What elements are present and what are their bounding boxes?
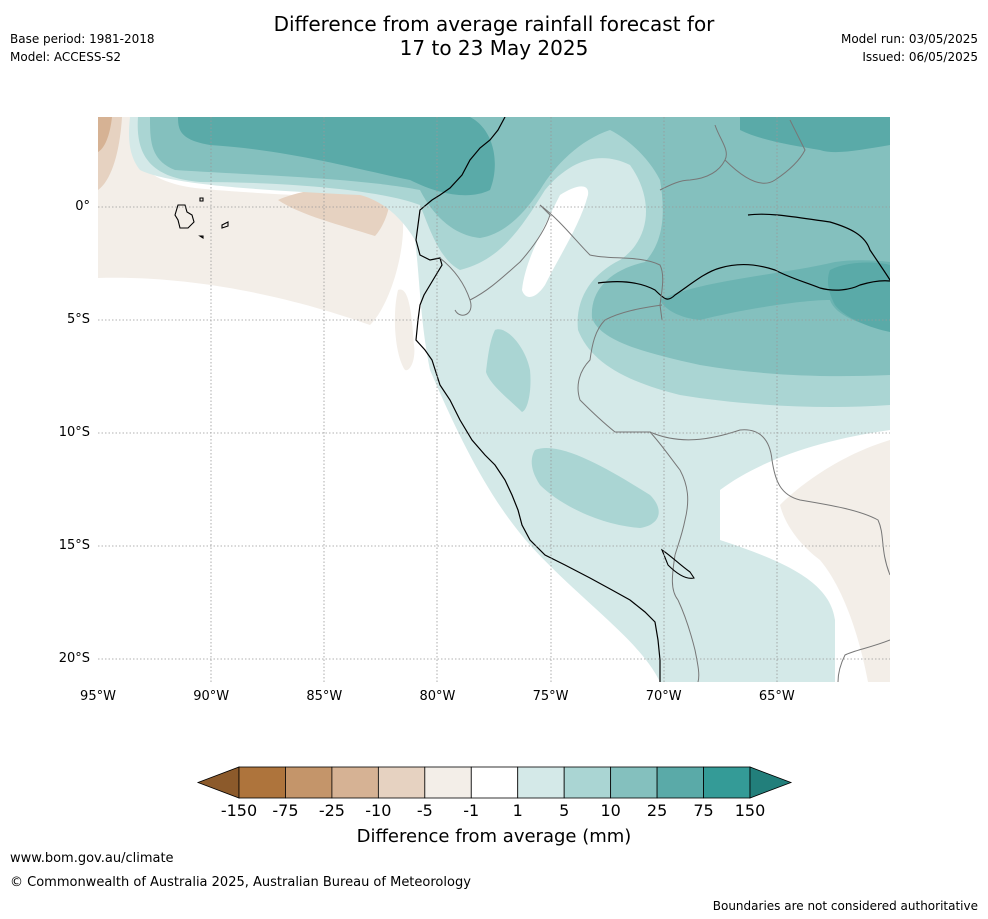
- longitude-label: 70°W: [645, 689, 682, 704]
- latitude-label: 0°: [75, 199, 90, 215]
- colorbar-segment: [331, 766, 379, 799]
- shade-ocean-dry: [98, 117, 404, 325]
- border-colombia-venezuela: [659, 119, 806, 191]
- colorbar-tick-label: 5: [559, 801, 570, 820]
- latitude-label: 10°S: [58, 425, 90, 441]
- border-chile-argentina: [837, 639, 890, 682]
- coast-north: [747, 213, 890, 281]
- colorbar-tick-label: 10: [600, 801, 621, 820]
- border-peru-brazil: [577, 304, 689, 556]
- shade-wet-2b: [531, 448, 659, 528]
- shade-ocean-dry-core: [278, 185, 391, 236]
- amazon-river: [597, 264, 890, 300]
- colorbar-tick-label: 25: [646, 801, 668, 820]
- colorbar-segment: [563, 766, 612, 799]
- latitude-label: 15°S: [58, 538, 90, 554]
- model-run: Model run: 03/05/2025: [840, 32, 978, 46]
- shade-wet-4: [178, 117, 495, 196]
- chart-title: Difference from average rainfall forecas…: [0, 12, 988, 60]
- meta-left: Base period: 1981-2018 Model: ACCESS-S2: [10, 30, 155, 66]
- border-bolivia: [649, 429, 890, 682]
- gridlines: [98, 117, 890, 682]
- map-shading: [98, 117, 890, 682]
- base-period: Base period: 1981-2018: [10, 32, 155, 46]
- colorbar-tick-label: 1: [512, 801, 523, 820]
- colorbar-segment: [656, 766, 704, 799]
- galapagos-islands: [174, 197, 229, 240]
- footer-copyright: © Commonwealth of Australia 2025, Austra…: [10, 875, 471, 890]
- colorbar-tick-label: 150: [734, 801, 766, 820]
- colorbar-segment: [610, 766, 658, 799]
- colorbar-segment: [424, 766, 472, 799]
- colorbar-tick-label: -150: [220, 801, 258, 820]
- lake-titicaca: [660, 548, 695, 579]
- colorbar-tick-label: -1: [463, 801, 480, 820]
- issued-date: Issued: 06/05/2025: [862, 50, 978, 64]
- colorbar-tick-label: -75: [272, 801, 299, 820]
- shade-wet-4c: [740, 117, 890, 153]
- colorbar-arrow-right: [749, 766, 793, 799]
- colorbar-tick-label: -10: [365, 801, 392, 820]
- coastline: [415, 117, 661, 682]
- shade-ocean-dry-corner2: [98, 117, 112, 152]
- footer-url[interactable]: www.bom.gov.au/climate: [10, 851, 174, 866]
- meta-right: Model run: 03/05/2025 Issued: 06/05/2025: [841, 30, 978, 66]
- latitude-label: 5°S: [66, 312, 90, 328]
- longitude-label: 80°W: [419, 689, 456, 704]
- shade-wet-2c: [486, 329, 531, 412]
- colorbar-segment: [285, 766, 333, 799]
- colorbar-tick-label: -25: [318, 801, 345, 820]
- colorbar-tick-label: 75: [693, 801, 714, 820]
- shade-se-dry: [780, 440, 890, 682]
- title-line-1: Difference from average rainfall forecas…: [273, 12, 715, 36]
- longitude-label: 85°W: [306, 689, 343, 704]
- colorbar-segment: [703, 766, 751, 799]
- shade-coast-dry: [394, 289, 415, 371]
- border-peru-ecuador: [439, 204, 551, 316]
- shade-andes-neutral: [522, 186, 589, 297]
- longitude-label: 75°W: [532, 689, 569, 704]
- colorbar-segment: [470, 766, 519, 799]
- colorbar-segment: [517, 766, 565, 799]
- latitude-label: 20°S: [58, 651, 90, 667]
- longitude-label: 90°W: [193, 689, 230, 704]
- colorbar-tick-label: -5: [416, 801, 433, 820]
- colorbar-segment: [377, 766, 426, 799]
- title-line-2: 17 to 23 May 2025: [399, 36, 589, 60]
- longitude-label: 65°W: [758, 689, 795, 704]
- colorbar-segment: [238, 766, 286, 799]
- model-name: Model: ACCESS-S2: [10, 50, 122, 64]
- colorbar-label: Difference from average (mm): [356, 826, 632, 847]
- colorbar-arrow-left: [196, 766, 240, 799]
- footer-note: Boundaries are not considered authoritat…: [712, 899, 978, 913]
- longitude-label: 95°W: [80, 689, 116, 704]
- shade-wet-4e: [827, 262, 890, 332]
- border-colombia: [539, 204, 664, 321]
